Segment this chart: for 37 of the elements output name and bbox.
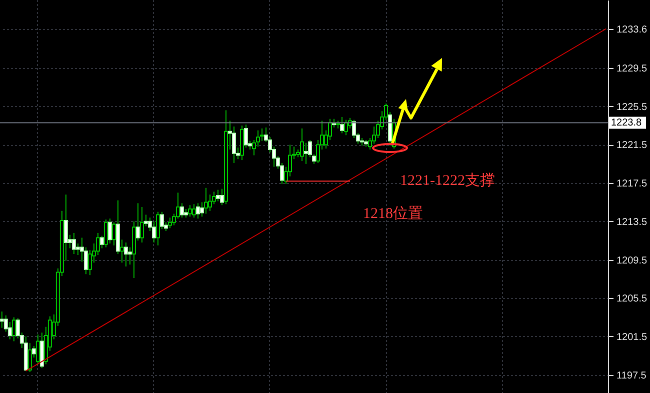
- candlestick: [0, 311, 4, 328]
- candlestick: [340, 116, 344, 134]
- candlestick: [140, 206, 144, 244]
- candlestick: [188, 204, 192, 218]
- candlestick: [344, 119, 348, 136]
- candlestick: [72, 232, 76, 255]
- candlestick: [120, 239, 124, 264]
- y-tick-label: 1201.5: [616, 332, 648, 343]
- candlestick: [12, 316, 16, 342]
- candlestick: [304, 142, 308, 164]
- y-tick-label: 1197.5: [616, 370, 647, 382]
- y-tick-label: 1225.5: [616, 102, 648, 113]
- y-tick-label: 1205.5: [616, 294, 648, 305]
- candlestick: [192, 204, 196, 218]
- candlestick: [76, 242, 80, 256]
- candlestick: [124, 242, 128, 267]
- candlestick: [168, 217, 172, 229]
- y-tick-label: 1233.6: [616, 24, 648, 36]
- candlestick: [36, 334, 40, 365]
- candlestick: [28, 342, 32, 372]
- y-tick-label: 1217.5: [616, 178, 648, 190]
- annotation: 1218位置: [363, 205, 423, 222]
- candlestick: [156, 211, 160, 246]
- ref-line-label: 1223.8: [611, 118, 642, 129]
- annotation: 1221-1222支撑: [400, 172, 495, 189]
- candlestick: [108, 218, 112, 244]
- candlestick: [300, 128, 304, 162]
- y-tick-label: 1229.5: [616, 64, 648, 75]
- candlestick: [204, 187, 208, 214]
- y-tick-label: 1221.5: [616, 140, 648, 152]
- candlestick: [104, 219, 108, 248]
- candlestick: [112, 222, 116, 246]
- y-tick-label: 1213.5: [616, 216, 648, 228]
- y-tick-label: 1209.5: [616, 255, 648, 266]
- candlestick: [180, 202, 184, 218]
- candlestick: [216, 189, 220, 202]
- candlestick: [196, 202, 200, 220]
